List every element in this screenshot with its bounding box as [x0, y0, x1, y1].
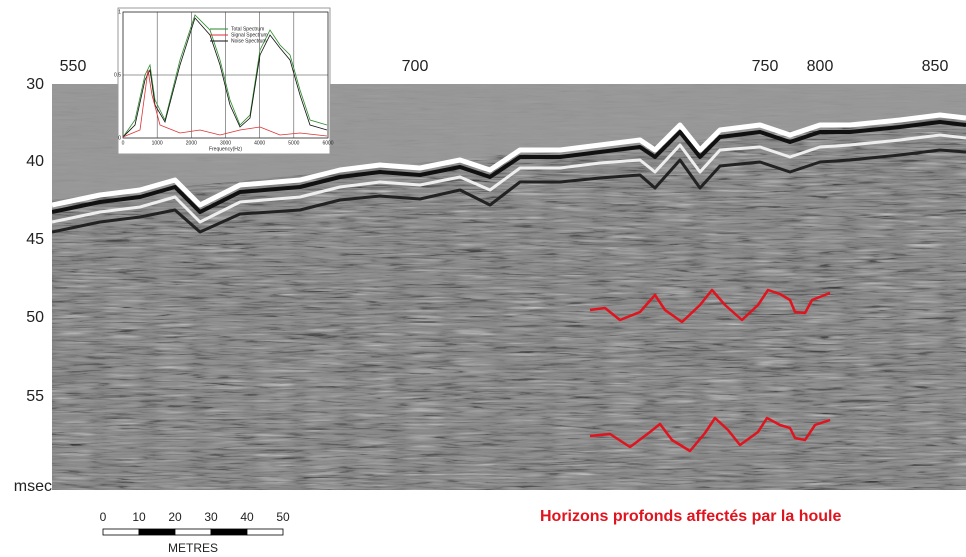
inset-y-tick: 0.5 — [114, 72, 121, 78]
left-tick-label: 45 — [26, 231, 44, 248]
inset-legend-label: Total Spectrum — [231, 26, 264, 32]
inset-x-tick: 0 — [122, 140, 125, 146]
scale-label: 50 — [276, 510, 290, 524]
inset-y-tick: 1 — [118, 9, 121, 15]
horizons — [589, 288, 831, 453]
top-tick-label: 850 — [922, 58, 949, 75]
inset-x-tick: 1000 — [152, 140, 163, 146]
annotation: Horizons profonds affectés par la houle — [540, 508, 841, 525]
top-tick-label: 700 — [402, 58, 429, 75]
top-tick-label: 550 — [60, 58, 87, 75]
scale-segment — [138, 528, 176, 536]
inset-x-tick: 3000 — [220, 140, 231, 146]
scale-label: 20 — [168, 510, 182, 524]
scale-segment — [102, 528, 140, 536]
inset-legend-label: Noise Spectrum — [231, 38, 267, 44]
inset-x-tick: 4000 — [254, 140, 265, 146]
top-tick-label: 750 — [752, 58, 779, 75]
inset-x-label: Frequency(Hz) — [209, 146, 242, 152]
inset-y-tick: 0 — [118, 135, 121, 141]
scale-label: 30 — [204, 510, 218, 524]
inset-spectrum — [117, 7, 331, 155]
left-tick-label: 30 — [26, 76, 44, 93]
scale-label: 0 — [100, 510, 107, 524]
left-tick-label: 55 — [26, 388, 44, 405]
inset-x-tick: 2000 — [186, 140, 197, 146]
inset-x-tick: 5000 — [288, 140, 299, 146]
scale-unit: METRES — [168, 541, 218, 555]
scale-label: 10 — [132, 510, 146, 524]
inset-x-tick: 6000 — [322, 140, 333, 146]
scale-segment — [210, 528, 248, 536]
scale-segment — [246, 528, 284, 536]
left-tick-label: 50 — [26, 309, 44, 326]
left-tick-label: 40 — [26, 153, 44, 170]
top-tick-label: 800 — [807, 58, 834, 75]
axis-unit: msec — [14, 478, 52, 495]
inset-legend-label: Signal Spectrum — [231, 32, 268, 38]
scale-segment — [174, 528, 212, 536]
scale-label: 40 — [240, 510, 254, 524]
